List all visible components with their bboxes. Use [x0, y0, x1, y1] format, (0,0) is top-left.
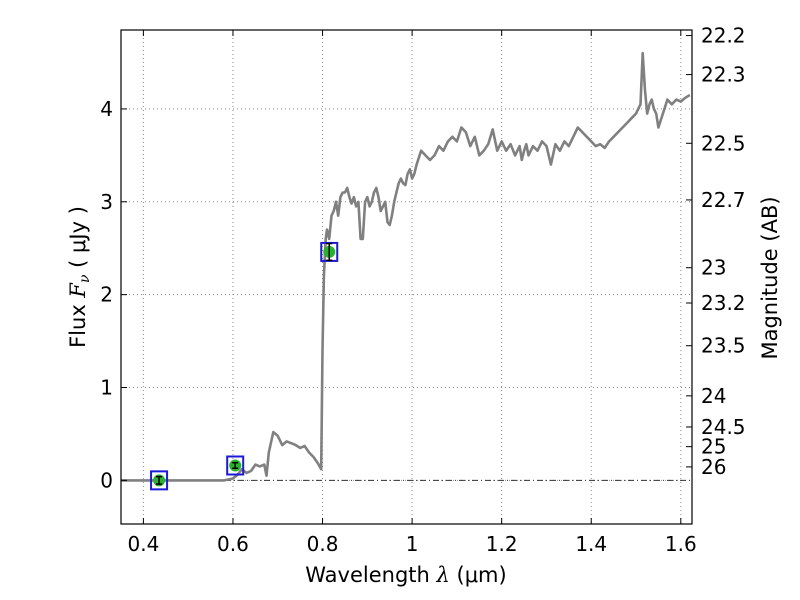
spectrum-line [121, 51, 691, 482]
x-tick-label: 0.6 [217, 532, 249, 556]
x-tick-label: 1.4 [575, 532, 607, 556]
magnitude-tick-label: 22.7 [701, 188, 746, 212]
grid [121, 30, 692, 524]
x-tick-label: 0.4 [127, 532, 159, 556]
magnitude-tick-label: 23.2 [701, 291, 746, 315]
y-tick-label: 0 [100, 468, 113, 492]
y-tick-label: 1 [100, 376, 113, 400]
x-axis: 0.4 0.6 0.8 1 1.2 1.4 1.6 [127, 30, 697, 556]
y-axis: 0 1 2 3 4 [100, 97, 127, 492]
series-layer [121, 51, 691, 482]
magnitude-tick-label: 22.5 [701, 131, 746, 155]
magnitude-tick-label: 24 [701, 384, 726, 408]
x-tick-label: 1 [406, 532, 419, 556]
photometry-layer [150, 241, 339, 491]
magnitude-tick-label: 25 [701, 435, 726, 459]
magnitude-tick-label: 24.5 [701, 415, 746, 439]
model-flux-box [150, 470, 169, 491]
y-tick-label: 3 [100, 190, 113, 214]
x-axis-label: Wavelength λ (μm) [305, 563, 506, 587]
model-flux-box [226, 455, 245, 476]
plot-frame [120, 29, 693, 525]
x-tick-label: 1.6 [665, 532, 697, 556]
y-tick-label: 2 [100, 283, 113, 307]
magnitude-tick-label: 22.2 [701, 24, 746, 48]
magnitude-tick-label: 23.5 [701, 334, 746, 358]
magnitude-tick-label: 26 [701, 455, 726, 479]
magnitude-axis-label: Magnitude (AB) [758, 196, 782, 359]
x-tick-label: 1.2 [486, 532, 518, 556]
magnitude-tick-label: 23 [701, 256, 726, 280]
magnitude-tick-label: 22.3 [701, 63, 746, 87]
x-tick-label: 0.8 [307, 532, 339, 556]
y-tick-label: 4 [100, 97, 113, 121]
y-axis-label: Flux Fν ( μJy ) [66, 206, 93, 348]
